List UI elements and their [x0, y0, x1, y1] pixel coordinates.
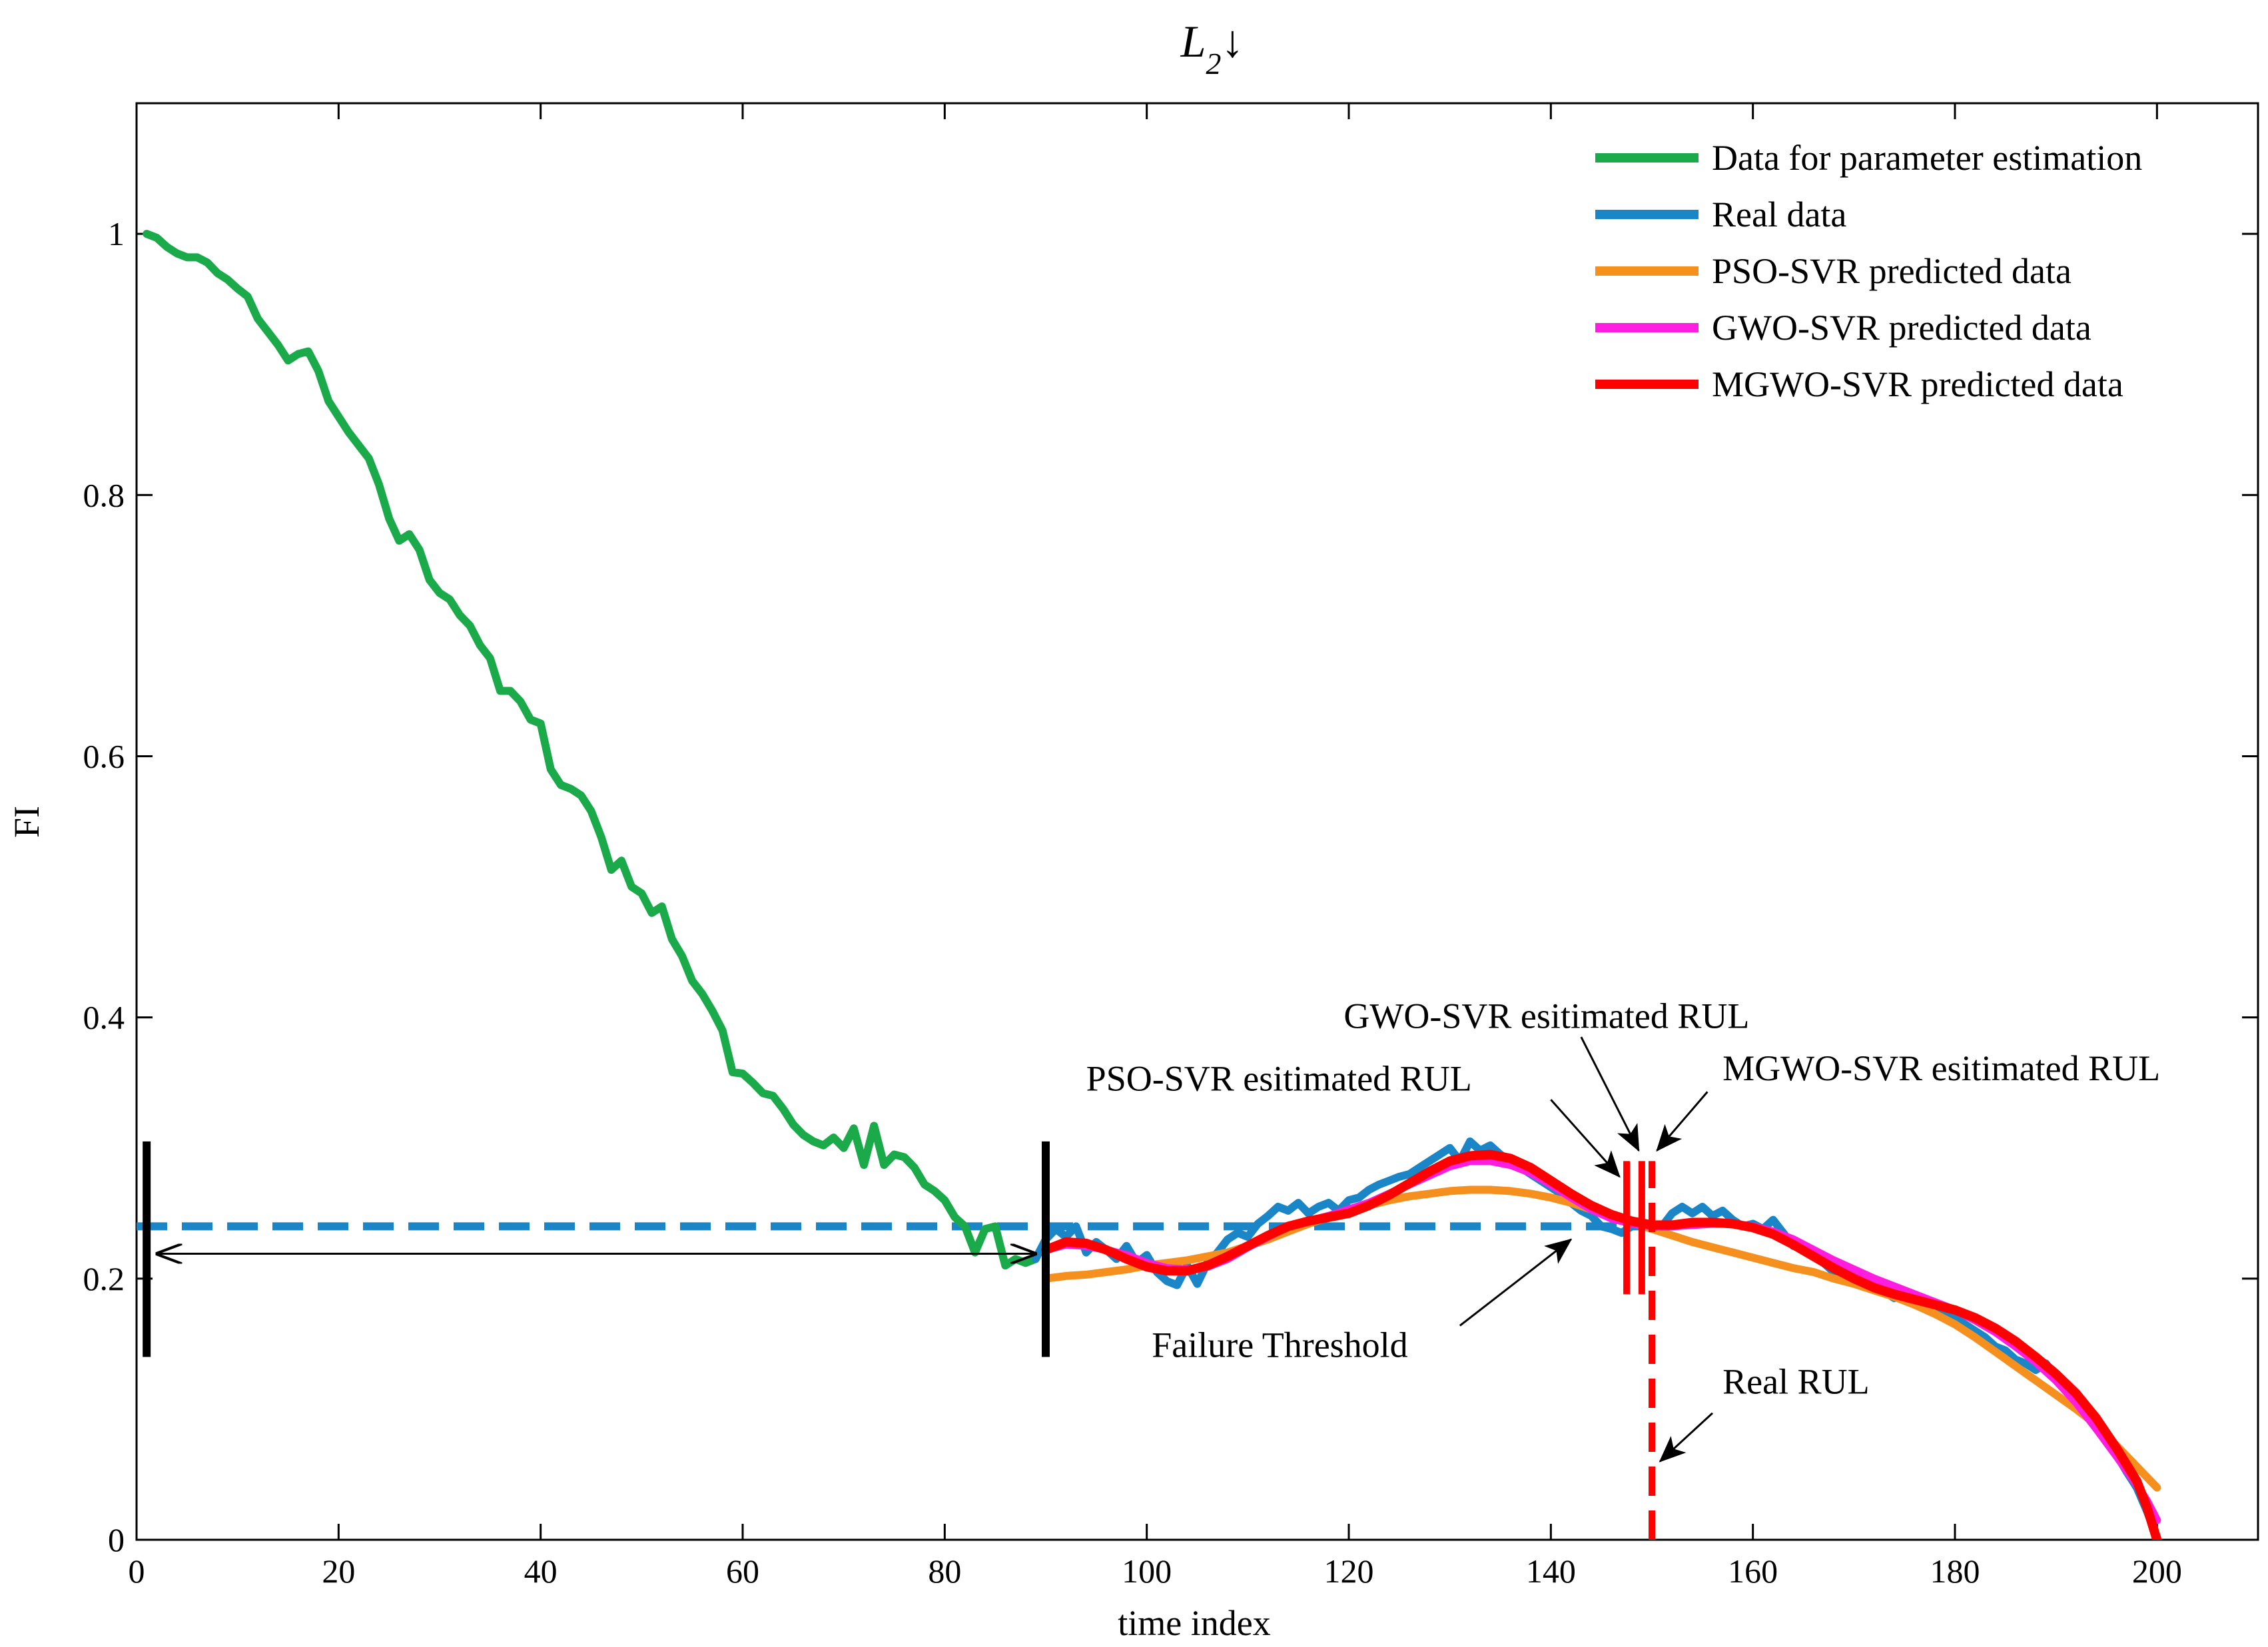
x-tick-label: 140 — [1526, 1552, 1576, 1590]
annotation-arrow-failure-threshold — [1459, 1238, 1573, 1327]
x-tick-label: 100 — [1122, 1552, 1172, 1590]
y-axis-title: FI — [7, 806, 47, 838]
x-tick-label: 180 — [1930, 1552, 1980, 1590]
x-tick-label: 60 — [726, 1552, 759, 1590]
marker-lines-layer — [143, 1141, 1655, 1540]
annotation-mgwo-rul: MGWO-SVR esitimated RUL — [1722, 1048, 2160, 1088]
legend-label-pso-svr-predicted-data: PSO-SVR predicted data — [1712, 251, 2072, 291]
legend-label-mgwo-svr-predicted-data: MGWO-SVR predicted data — [1712, 364, 2123, 404]
annotation-arrow-real-rul — [1659, 1412, 1714, 1463]
y-tick-label: 1 — [108, 215, 125, 252]
annotation-arrow-pso-rul — [1550, 1099, 1621, 1178]
x-tick-label: 40 — [524, 1552, 558, 1590]
chart-title-arrow: ↓ — [1221, 16, 1244, 67]
x-tick-label: 120 — [1324, 1552, 1374, 1590]
legend-label-real-data: Real data — [1712, 194, 1846, 234]
x-tick-label: 80 — [928, 1552, 961, 1590]
x-tick-label: 160 — [1728, 1552, 1778, 1590]
y-tick-label: 0 — [108, 1521, 125, 1558]
annotations-layer: Failure Threshold PSO-SVR esitimated RUL G… — [1086, 996, 2160, 1463]
annotation-gwo-rul: GWO-SVR esitimated RUL — [1343, 996, 1749, 1036]
annotation-pso-rul: PSO-SVR esitimated RUL — [1086, 1058, 1472, 1098]
annotation-arrow-mgwo-rul — [1656, 1091, 1708, 1152]
chart-title-main: L — [1180, 16, 1206, 67]
series-line-mgwo-svr-predicted-data — [1041, 1150, 2162, 1540]
x-tick-label: 200 — [2132, 1552, 2182, 1590]
y-tick-label: 0.6 — [83, 737, 125, 775]
chart-title: L2↓ — [1180, 16, 1244, 81]
axis-ticks: 0 20 40 60 80 100 120 140 160 180 200 0 0.2 0.4 0.6 0.8… — [83, 103, 2258, 1590]
y-tick-label: 0.8 — [83, 476, 125, 513]
x-tick-label: 20 — [322, 1552, 355, 1590]
x-tick-label: 0 — [129, 1552, 145, 1590]
annotation-real-rul: Real RUL — [1722, 1361, 1869, 1401]
legend-label-data-for-parameter-estimation: Data for parameter estimation — [1712, 138, 2142, 178]
x-axis-title: time index — [1118, 1603, 1270, 1643]
annotation-failure-threshold: Failure Threshold — [1152, 1325, 1407, 1365]
series-line-data-for-parameter-estimation — [143, 230, 1040, 1270]
y-tick-label: 0.4 — [83, 999, 125, 1036]
annotation-arrow-gwo-rul — [1580, 1036, 1640, 1152]
legend: Data for parameter estimation Real data PS… — [1595, 138, 2142, 404]
series-line-real-data — [1031, 1137, 2161, 1540]
y-tick-label: 0.2 — [83, 1260, 125, 1297]
legend-label-gwo-svr-predicted-data: GWO-SVR predicted data — [1712, 308, 2091, 348]
chart-title-sub: 2 — [1206, 47, 1221, 81]
series-layer — [143, 230, 2162, 1540]
